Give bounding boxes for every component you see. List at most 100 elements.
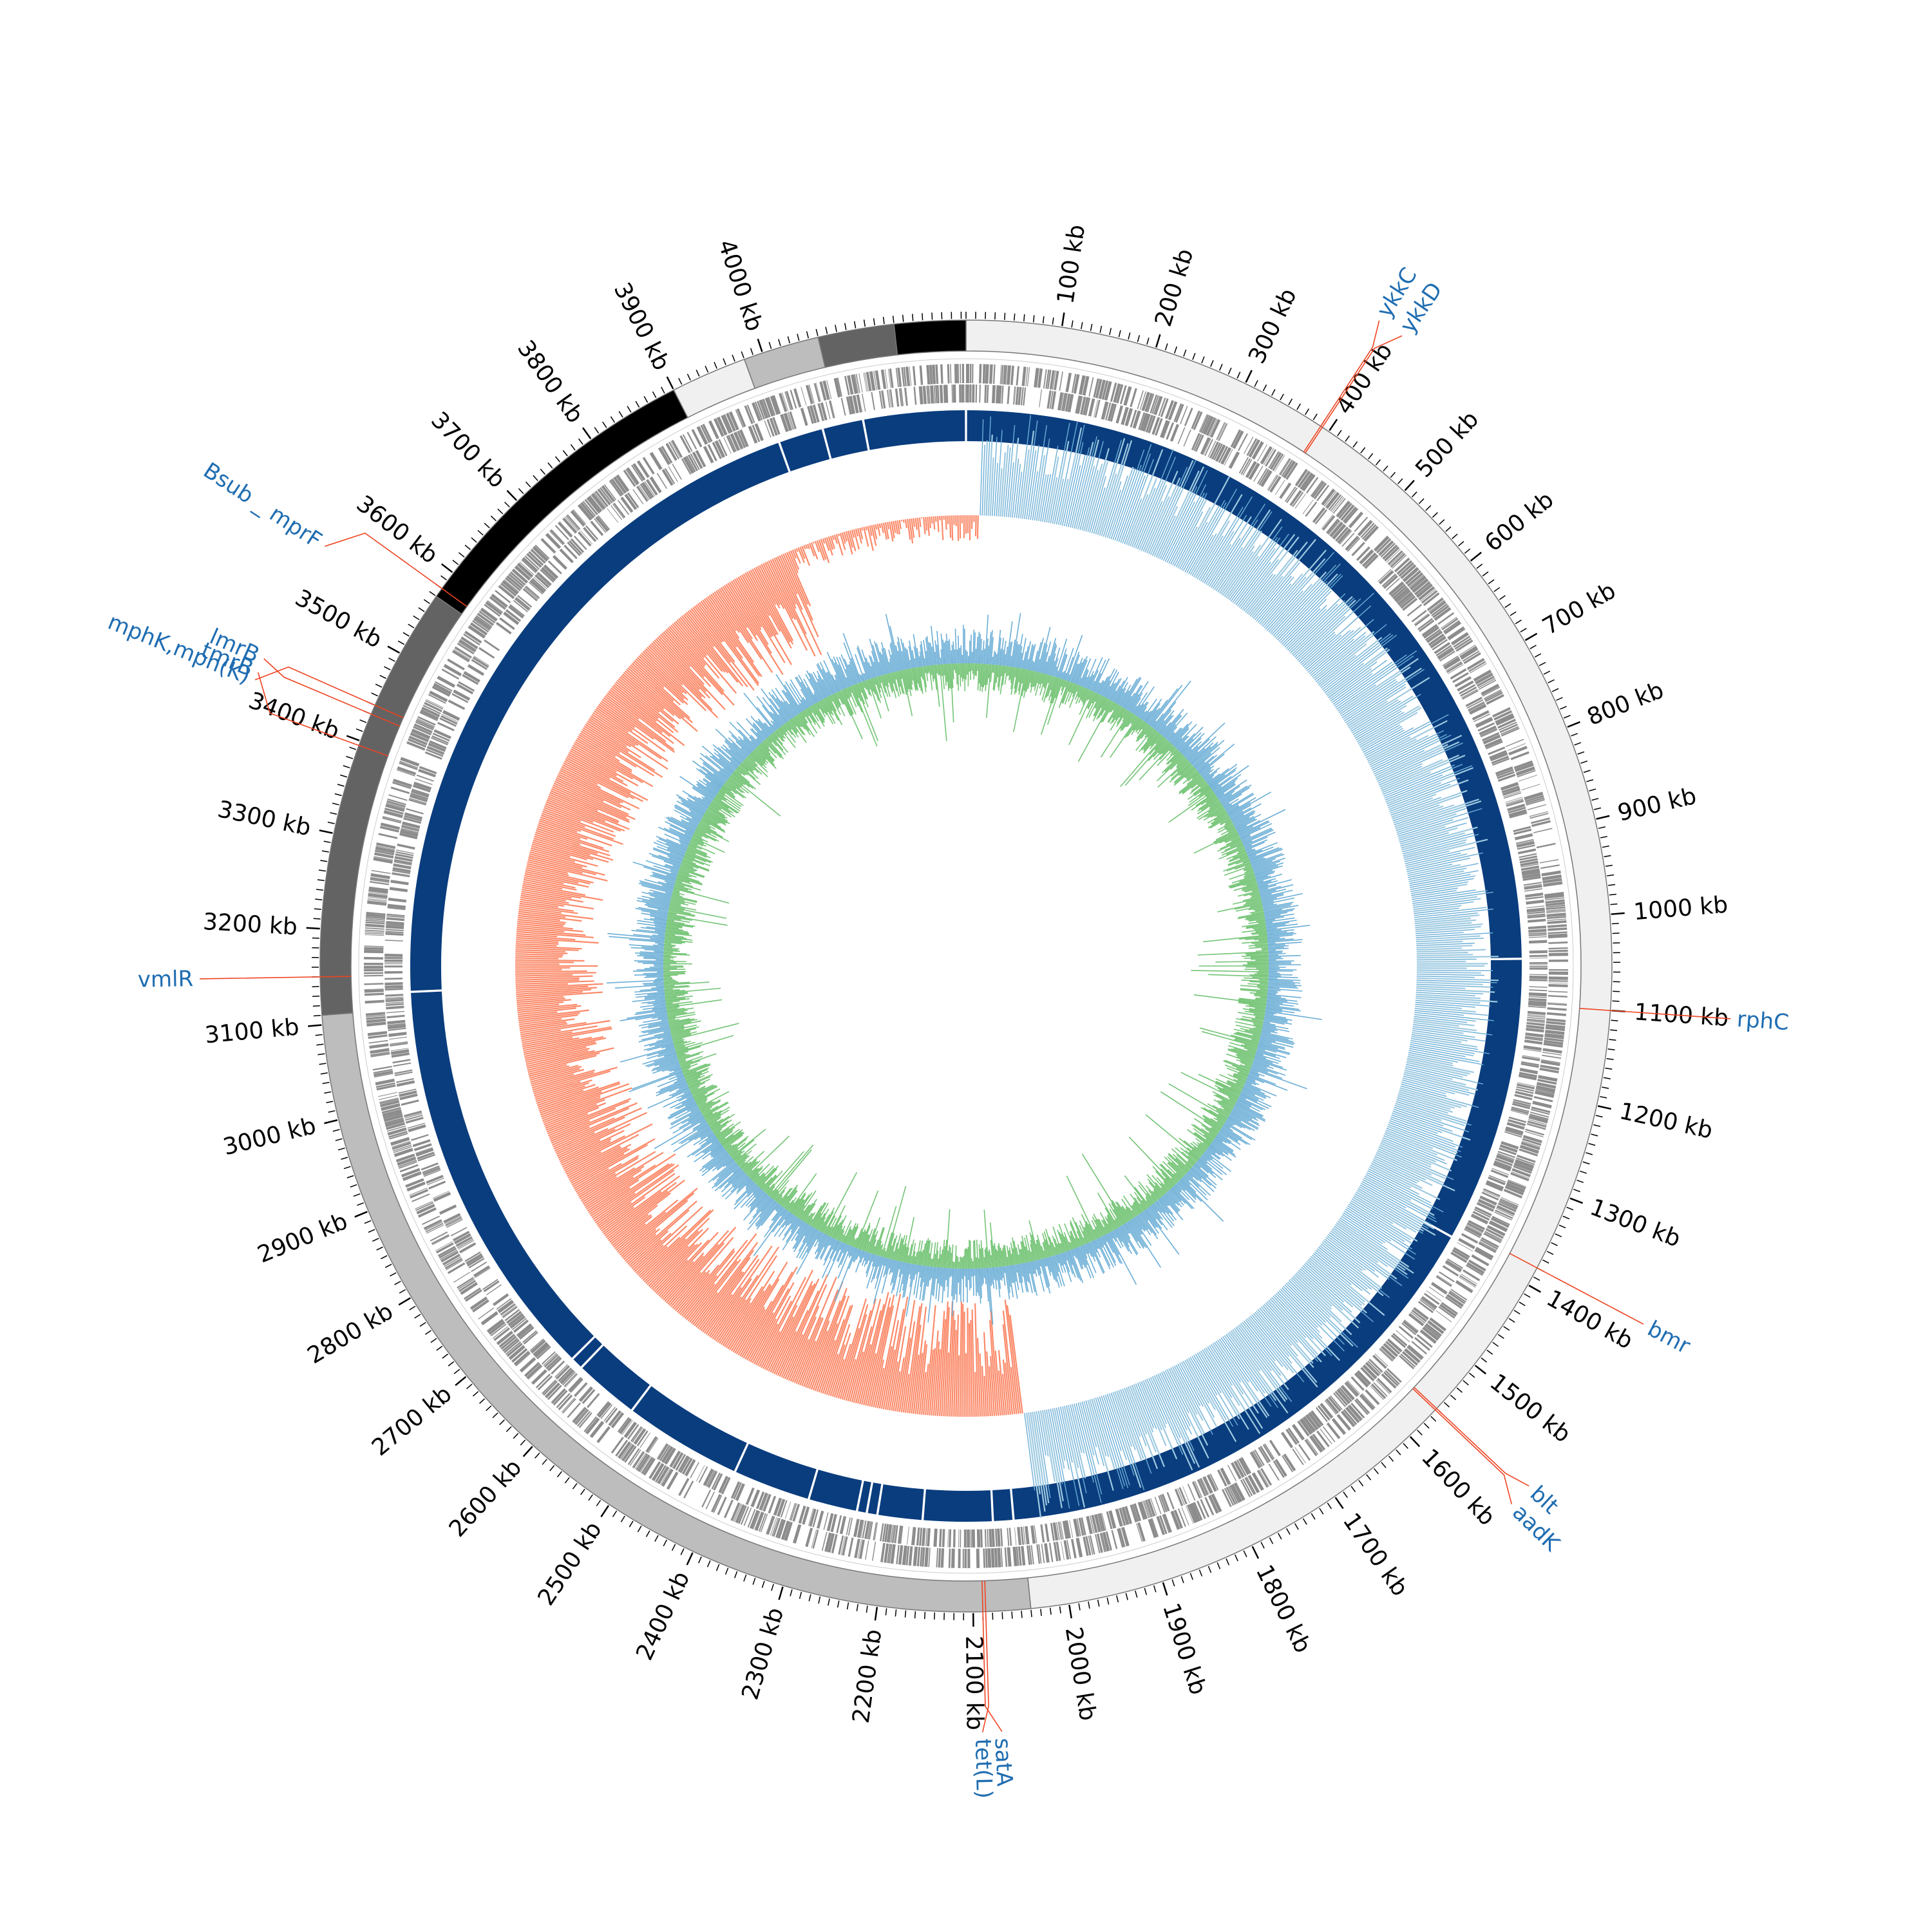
major-tick bbox=[1567, 721, 1580, 728]
tick-label: 2200 kb bbox=[848, 1627, 887, 1725]
contig bbox=[573, 1337, 603, 1367]
major-tick bbox=[306, 927, 320, 930]
gene-leader-line bbox=[1412, 1388, 1513, 1504]
tick-label: 2700 kb bbox=[367, 1381, 457, 1461]
tick-label: 200 kb bbox=[1150, 245, 1199, 329]
gene-leader-line bbox=[254, 666, 404, 719]
tick-label: 2400 kb bbox=[631, 1567, 695, 1664]
tick-label: 3000 kb bbox=[220, 1113, 318, 1161]
major-tick bbox=[1251, 1546, 1260, 1559]
major-tick bbox=[1409, 1436, 1421, 1447]
gene-leader-line bbox=[1509, 1253, 1644, 1325]
gc-skew-positive-detail bbox=[980, 415, 1497, 1509]
tick-label: 1800 kb bbox=[1251, 1561, 1316, 1658]
gc-content-above bbox=[606, 612, 1322, 1325]
genome-segment bbox=[673, 358, 756, 419]
tick-label: 400 kb bbox=[1331, 338, 1397, 419]
major-tick bbox=[387, 645, 401, 654]
gene-leader-line bbox=[200, 976, 352, 980]
contig bbox=[858, 1481, 871, 1513]
tick-label: 2100 kb bbox=[960, 1636, 988, 1730]
contig-ring bbox=[410, 410, 1522, 1522]
major-tick bbox=[686, 1552, 694, 1566]
gene-leader-line bbox=[263, 658, 400, 727]
contig bbox=[582, 1345, 650, 1410]
gene-leader-line bbox=[1414, 1387, 1530, 1487]
major-tick bbox=[757, 338, 763, 352]
tick-label: 2900 kb bbox=[254, 1208, 351, 1269]
gene-leader-line bbox=[258, 672, 388, 757]
genome-segment bbox=[893, 319, 967, 355]
major-tick bbox=[1162, 1582, 1168, 1596]
tick-label: 1000 kb bbox=[1633, 892, 1729, 926]
tick-label: 500 kb bbox=[1410, 406, 1484, 483]
contig bbox=[632, 1386, 747, 1472]
tick-label: 2800 kb bbox=[303, 1298, 398, 1369]
major-tick bbox=[440, 563, 453, 573]
tick-label: 1700 kb bbox=[1338, 1508, 1413, 1601]
genome-segment bbox=[965, 319, 1613, 1609]
tick-label: 2300 kb bbox=[737, 1605, 789, 1703]
tick-label: 1200 kb bbox=[1617, 1098, 1715, 1144]
major-tick bbox=[398, 1297, 411, 1306]
gene-label: satA bbox=[989, 1738, 1017, 1787]
contig bbox=[1012, 1222, 1451, 1520]
major-tick bbox=[319, 829, 333, 834]
major-tick bbox=[1155, 334, 1161, 348]
contig bbox=[780, 429, 830, 471]
tick-label: 3200 kb bbox=[202, 909, 298, 940]
tick-label: 4000 kb bbox=[713, 236, 768, 334]
tick-label: 3500 kb bbox=[290, 585, 386, 654]
genome-segment bbox=[435, 389, 688, 615]
gc-skew-positive bbox=[983, 427, 1499, 1518]
tick-label: 3600 kb bbox=[352, 491, 442, 569]
gene-leader-line bbox=[325, 532, 468, 607]
tick-label: 3100 kb bbox=[204, 1014, 300, 1048]
cds-track bbox=[358, 358, 1574, 1574]
tick-label: 700 kb bbox=[1538, 578, 1620, 641]
gene-leader-line bbox=[981, 1580, 989, 1732]
tick-label: 3300 kb bbox=[215, 796, 313, 841]
tick-label: 2000 kb bbox=[1060, 1625, 1101, 1722]
major-tick bbox=[1524, 632, 1538, 641]
major-tick bbox=[1569, 1197, 1584, 1204]
gene-label: Bsub _ mprF bbox=[198, 458, 326, 554]
major-tick bbox=[600, 1505, 610, 1518]
major-tick bbox=[522, 1446, 533, 1457]
gene-label: rphC bbox=[1736, 1007, 1790, 1036]
genome-segment bbox=[743, 336, 826, 389]
major-tick bbox=[666, 376, 674, 390]
segment-ring bbox=[319, 319, 1613, 1613]
tick-label: 1300 kb bbox=[1586, 1194, 1684, 1253]
contig bbox=[411, 991, 594, 1358]
contig bbox=[810, 1470, 862, 1511]
gc-skew-negative bbox=[515, 515, 1023, 1417]
tick-label: 900 kb bbox=[1615, 783, 1699, 827]
gene-leader-line bbox=[1303, 320, 1380, 453]
major-tick bbox=[308, 1024, 322, 1027]
major-tick bbox=[1470, 551, 1482, 562]
contig bbox=[735, 1443, 817, 1499]
contig bbox=[864, 410, 965, 450]
tick-label: 3700 kb bbox=[426, 407, 510, 493]
major-tick bbox=[506, 489, 517, 501]
tick-label: 3900 kb bbox=[609, 278, 675, 374]
contig bbox=[923, 1489, 992, 1522]
major-tick bbox=[1611, 912, 1625, 915]
contig bbox=[967, 410, 1522, 958]
contig bbox=[1425, 960, 1522, 1236]
major-tick bbox=[1528, 1284, 1541, 1293]
major-tick bbox=[1245, 370, 1253, 383]
gene-label: bmr bbox=[1643, 1316, 1694, 1359]
major-tick bbox=[1474, 1365, 1487, 1375]
major-tick bbox=[778, 1586, 784, 1600]
major-tick bbox=[582, 427, 592, 439]
major-tick bbox=[455, 1376, 467, 1387]
gene-leader-line bbox=[981, 1580, 1003, 1732]
gene-leader-line bbox=[1305, 335, 1403, 453]
major-tick bbox=[1334, 1497, 1344, 1510]
tick-label: 600 kb bbox=[1480, 486, 1558, 557]
contig bbox=[878, 1484, 924, 1520]
gc-skew-track bbox=[515, 415, 1499, 1518]
major-tick bbox=[1596, 815, 1610, 820]
